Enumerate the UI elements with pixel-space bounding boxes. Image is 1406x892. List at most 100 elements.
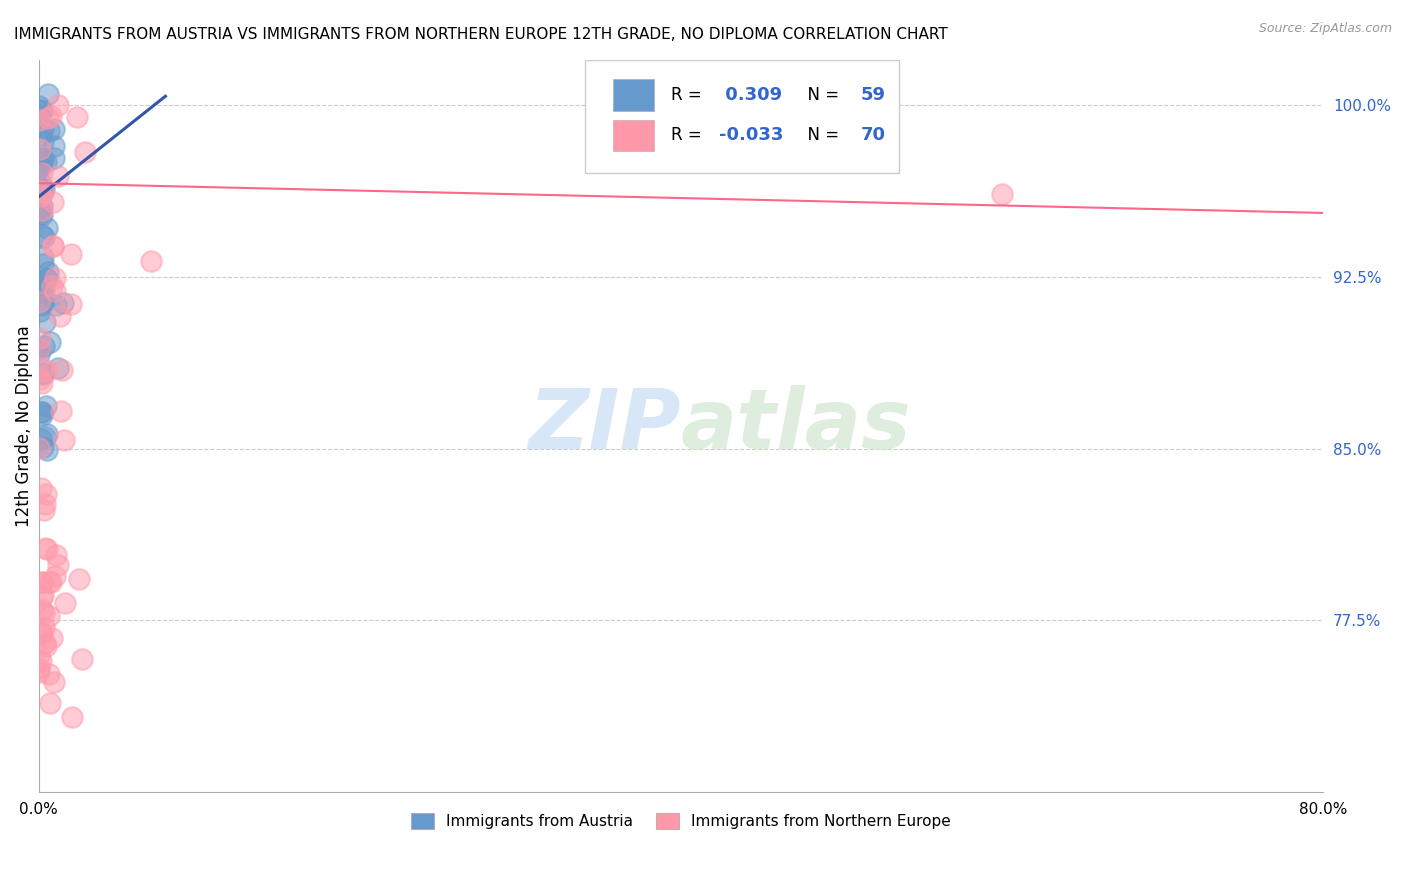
Point bbox=[49, 404, 72, 418]
Point bbox=[35, 542, 58, 557]
Point bbox=[32, 153, 55, 167]
Point bbox=[34, 315, 56, 329]
Point bbox=[34, 541, 56, 555]
Point bbox=[59, 247, 82, 261]
Point bbox=[31, 120, 53, 135]
Point bbox=[30, 655, 52, 669]
Point bbox=[28, 152, 51, 166]
Point bbox=[28, 206, 51, 220]
Point bbox=[37, 87, 59, 101]
Point bbox=[35, 399, 58, 413]
Point bbox=[34, 497, 56, 511]
Point bbox=[28, 107, 51, 121]
Point bbox=[59, 297, 82, 311]
Point bbox=[28, 142, 51, 156]
Point bbox=[42, 195, 65, 210]
Point bbox=[35, 220, 58, 235]
Point bbox=[42, 122, 65, 136]
Point bbox=[31, 166, 53, 180]
Point bbox=[32, 361, 55, 376]
Point bbox=[38, 574, 60, 589]
Point bbox=[28, 99, 51, 113]
Point bbox=[39, 574, 62, 589]
Point bbox=[28, 441, 51, 455]
Point bbox=[31, 409, 53, 423]
Point bbox=[30, 481, 52, 495]
Point bbox=[31, 590, 53, 604]
Point bbox=[52, 433, 75, 447]
Point bbox=[30, 404, 52, 418]
Point bbox=[28, 201, 51, 215]
Point bbox=[46, 558, 69, 572]
Point bbox=[73, 145, 96, 159]
Point bbox=[30, 103, 52, 118]
Point bbox=[32, 257, 55, 271]
Point bbox=[35, 426, 58, 441]
Point bbox=[28, 161, 51, 176]
Point bbox=[28, 342, 51, 356]
Point bbox=[991, 186, 1014, 201]
Point bbox=[34, 338, 56, 352]
Point bbox=[31, 103, 53, 118]
Point bbox=[30, 304, 52, 318]
Point bbox=[28, 342, 51, 356]
Point bbox=[31, 603, 53, 617]
Text: N =: N = bbox=[797, 86, 844, 103]
Point bbox=[28, 295, 51, 310]
Point bbox=[38, 666, 60, 681]
Point bbox=[31, 227, 53, 242]
Point bbox=[37, 364, 59, 378]
Text: 70: 70 bbox=[860, 126, 886, 144]
Text: R =: R = bbox=[671, 86, 707, 103]
FancyBboxPatch shape bbox=[613, 79, 654, 111]
Text: IMMIGRANTS FROM AUSTRIA VS IMMIGRANTS FROM NORTHERN EUROPE 12TH GRADE, NO DIPLOM: IMMIGRANTS FROM AUSTRIA VS IMMIGRANTS FR… bbox=[14, 27, 948, 42]
Point bbox=[30, 285, 52, 299]
Point bbox=[31, 199, 53, 213]
Point bbox=[28, 661, 51, 675]
Point bbox=[30, 277, 52, 292]
Point bbox=[32, 502, 55, 516]
Point bbox=[139, 253, 162, 268]
Point bbox=[35, 270, 58, 285]
Text: N =: N = bbox=[797, 126, 844, 144]
Point bbox=[31, 294, 53, 309]
Point bbox=[42, 674, 65, 689]
Point bbox=[39, 696, 62, 710]
Point bbox=[31, 207, 53, 221]
Point bbox=[28, 347, 51, 361]
Point bbox=[32, 366, 55, 380]
Point bbox=[42, 238, 65, 252]
Point bbox=[31, 404, 53, 418]
Point bbox=[46, 97, 69, 112]
FancyBboxPatch shape bbox=[613, 120, 654, 151]
Point bbox=[34, 430, 56, 444]
Point bbox=[44, 284, 66, 298]
Point bbox=[67, 572, 90, 586]
Point bbox=[31, 626, 53, 640]
Point bbox=[37, 443, 59, 458]
Point bbox=[70, 652, 93, 666]
Point bbox=[51, 363, 73, 377]
Point bbox=[46, 169, 69, 183]
Point bbox=[35, 487, 58, 501]
Point bbox=[32, 182, 55, 196]
Point bbox=[32, 250, 55, 264]
Point bbox=[34, 155, 56, 169]
Point bbox=[44, 568, 66, 582]
Point bbox=[30, 433, 52, 447]
Point bbox=[32, 185, 55, 199]
Point bbox=[38, 124, 60, 138]
Point bbox=[31, 282, 53, 296]
Point bbox=[37, 265, 59, 279]
Point bbox=[28, 189, 51, 203]
Point bbox=[46, 360, 69, 375]
Point bbox=[28, 372, 51, 386]
Point bbox=[53, 596, 76, 610]
Legend: Immigrants from Austria, Immigrants from Northern Europe: Immigrants from Austria, Immigrants from… bbox=[405, 807, 957, 836]
Point bbox=[31, 575, 53, 590]
FancyBboxPatch shape bbox=[585, 60, 900, 173]
Point bbox=[30, 331, 52, 345]
Point bbox=[34, 635, 56, 649]
Point bbox=[31, 376, 53, 390]
Point bbox=[32, 606, 55, 620]
